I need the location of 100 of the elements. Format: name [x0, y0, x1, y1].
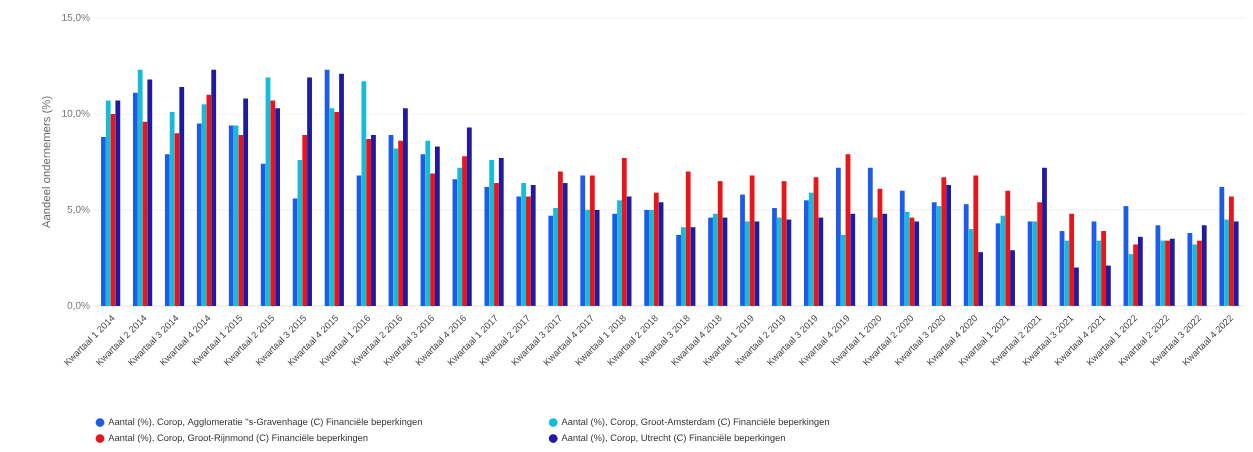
bar	[238, 135, 244, 306]
legend-label: Aantal (%), Corop, Groot-Amsterdam (C) Financiële beperkingen	[561, 418, 829, 427]
bar	[612, 213, 618, 306]
bar	[649, 209, 654, 306]
bar	[1005, 190, 1011, 306]
bar	[899, 190, 905, 306]
bar	[462, 156, 467, 306]
bar	[562, 183, 568, 306]
bar	[1160, 240, 1166, 306]
y-tick-label: 15,0%	[62, 13, 90, 23]
bar	[914, 221, 920, 306]
bar	[1042, 167, 1047, 306]
bar	[105, 100, 111, 306]
bar	[867, 167, 873, 306]
bar	[366, 138, 372, 306]
bar	[1233, 221, 1239, 306]
bar	[1224, 219, 1230, 306]
bar	[1069, 213, 1075, 306]
bar	[228, 125, 234, 306]
bar	[403, 108, 408, 306]
bar	[995, 223, 1001, 306]
legend-label: Aantal (%), Corop, Agglomeratie ''s-Gravenhage (C) Financiële beperkingen	[108, 418, 422, 427]
bar	[557, 171, 563, 306]
bar	[850, 213, 856, 306]
bar	[1137, 236, 1143, 306]
bar	[361, 81, 367, 306]
bar	[1096, 240, 1102, 306]
bar	[1229, 196, 1234, 306]
bar	[457, 167, 463, 306]
bar	[644, 209, 650, 306]
bar	[882, 213, 888, 306]
bar	[1128, 254, 1134, 306]
bar	[302, 135, 308, 306]
bar	[1010, 250, 1015, 306]
bar	[931, 202, 937, 306]
bar	[1197, 240, 1202, 306]
bar	[466, 127, 472, 306]
bar	[740, 194, 745, 306]
bar	[101, 137, 106, 306]
bar	[594, 209, 600, 306]
bar	[808, 192, 814, 306]
bar	[712, 213, 718, 306]
bar	[1133, 244, 1138, 306]
legend-label: Aantal (%), Corop, Groot-Rijnmond (C) Financiële beperkingen	[108, 434, 368, 443]
bar	[717, 181, 723, 306]
bar	[211, 69, 217, 306]
bar	[243, 98, 249, 306]
bar	[1064, 240, 1070, 306]
bar	[398, 140, 404, 306]
bar	[484, 186, 490, 306]
bar	[1219, 186, 1225, 306]
bar	[708, 217, 713, 306]
bar	[275, 108, 280, 306]
bar	[334, 112, 340, 306]
bar	[772, 208, 777, 306]
bar	[1169, 238, 1175, 306]
bar	[179, 87, 185, 306]
bar	[1032, 221, 1038, 306]
bar	[324, 69, 330, 306]
bar	[132, 92, 138, 306]
bar	[909, 217, 915, 306]
bar	[526, 196, 531, 306]
bar	[548, 215, 554, 306]
bar	[307, 77, 312, 306]
bar	[621, 158, 627, 306]
bar	[425, 140, 431, 306]
bar	[589, 175, 595, 306]
bar	[941, 177, 947, 306]
bar	[553, 208, 558, 306]
bar	[835, 167, 841, 306]
bar	[804, 200, 809, 306]
y-tick-label: 10,0%	[62, 109, 90, 119]
bar	[1101, 231, 1106, 306]
y-axis-title: Aandeel ondernemers (%)	[41, 96, 53, 229]
bar	[516, 196, 522, 306]
bar	[147, 79, 153, 306]
bar	[1106, 265, 1111, 306]
bar	[393, 148, 399, 306]
bar	[685, 171, 691, 306]
bar	[521, 183, 527, 306]
bar	[1201, 225, 1207, 306]
bar	[840, 234, 846, 306]
bar	[580, 175, 586, 306]
bar	[489, 160, 495, 306]
bar	[946, 185, 952, 306]
bar	[164, 154, 170, 306]
bar	[786, 219, 792, 306]
bar	[973, 175, 979, 306]
bar	[137, 69, 143, 306]
bar	[653, 192, 659, 306]
bar	[169, 112, 175, 306]
bar	[872, 217, 878, 306]
y-tick-label: 0,0%	[67, 301, 90, 311]
bar	[617, 200, 622, 306]
bar	[818, 217, 824, 306]
bar	[749, 175, 755, 306]
bar	[1187, 233, 1193, 306]
bar	[339, 73, 344, 306]
bar	[1037, 202, 1043, 306]
bar	[978, 252, 983, 306]
